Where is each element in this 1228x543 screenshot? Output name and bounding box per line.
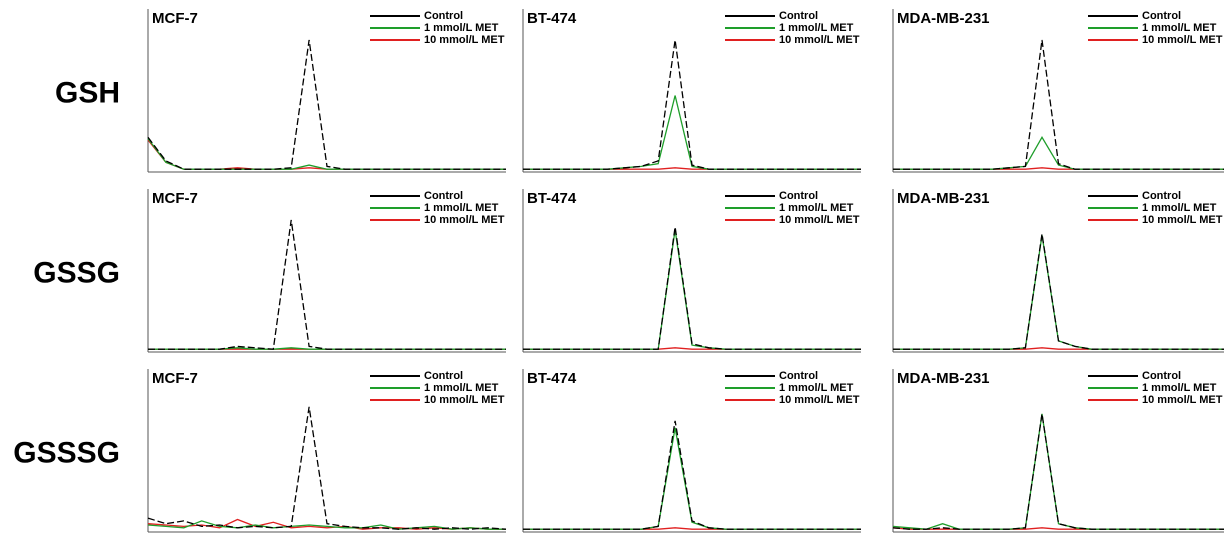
panel-title: MDA-MB-231 [897,10,990,27]
trace [523,226,861,350]
legend-label: 1 mmol/L MET [424,382,499,394]
legend-label: Control [779,190,818,202]
legend-label: 1 mmol/L MET [1142,382,1217,394]
legend-label: 1 mmol/L MET [779,382,854,394]
trace [892,413,1224,530]
trace [523,420,861,530]
legend-label: Control [1142,370,1181,382]
panel-title: MDA-MB-231 [897,370,990,387]
legend-label: 10 mmol/L MET [1142,34,1223,46]
legend-label: Control [1142,10,1181,22]
legend-label: Control [424,10,463,22]
panel-title: BT-474 [527,370,577,387]
trace [893,39,1224,170]
legend-label: 1 mmol/L MET [779,202,854,214]
legend-label: 1 mmol/L MET [1142,202,1217,214]
legend-label: 10 mmol/L MET [424,394,505,406]
legend-label: 10 mmol/L MET [424,214,505,226]
row-label: GSH [55,76,120,109]
legend-label: 10 mmol/L MET [779,34,860,46]
legend-label: 10 mmol/L MET [1142,214,1223,226]
legend-label: 1 mmol/L MET [424,22,499,34]
panel-title: MDA-MB-231 [897,190,990,207]
panel-title: MCF-7 [152,190,198,207]
legend-label: Control [424,370,463,382]
legend-label: 10 mmol/L MET [424,34,505,46]
legend-label: 10 mmol/L MET [779,394,860,406]
legend-label: Control [779,10,818,22]
trace [147,406,507,530]
row-label: GSSSG [13,436,120,469]
legend-label: 10 mmol/L MET [1142,394,1223,406]
panel-title: BT-474 [527,10,577,27]
trace [893,233,1224,350]
legend-label: 1 mmol/L MET [424,202,499,214]
trace [892,413,1224,530]
panel-title: MCF-7 [152,10,198,27]
legend-label: Control [424,190,463,202]
trace [523,39,861,170]
legend-label: Control [779,370,818,382]
panel-title: BT-474 [527,190,577,207]
legend-label: 1 mmol/L MET [779,22,854,34]
panel-title: MCF-7 [152,370,198,387]
legend-label: 1 mmol/L MET [1142,22,1217,34]
row-label: GSSG [33,256,120,289]
legend-label: Control [1142,190,1181,202]
legend-label: 10 mmol/L MET [779,214,860,226]
trace [147,39,506,170]
trace [148,219,506,350]
